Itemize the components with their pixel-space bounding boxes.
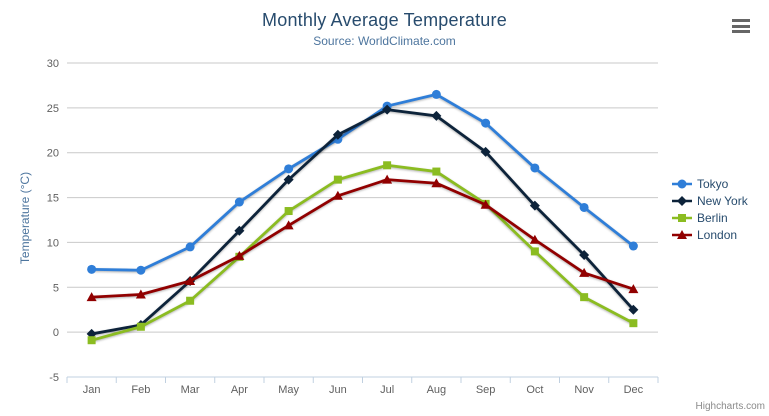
y-axis-title: Temperature (°C) <box>18 171 32 265</box>
series-new-york-marker[interactable] <box>480 146 491 157</box>
series-london-marker[interactable] <box>431 178 442 188</box>
series-london-marker[interactable] <box>579 267 590 277</box>
series-new-york-marker[interactable] <box>579 249 590 260</box>
y-tick-label: 0 <box>53 327 59 339</box>
series-berlin-marker[interactable] <box>432 167 441 176</box>
y-tick-label: -5 <box>49 372 59 384</box>
hamburger-bar <box>732 19 750 22</box>
x-tick-label: Jan <box>83 384 101 396</box>
triangle-legend-icon <box>672 230 692 239</box>
series-london-marker[interactable] <box>234 250 245 260</box>
legend-item-berlin[interactable]: Berlin <box>672 210 748 226</box>
diamond-legend-icon <box>672 196 692 206</box>
series-tokyo-marker[interactable] <box>284 164 294 174</box>
series-tokyo-marker[interactable] <box>185 242 195 252</box>
x-tick-label: Mar <box>181 384 200 396</box>
hamburger-bar <box>732 30 750 33</box>
series-london-marker[interactable] <box>332 190 343 200</box>
series-line-london[interactable] <box>90 178 635 299</box>
x-tick-label: Jul <box>380 384 394 396</box>
series-london-marker[interactable] <box>382 174 393 184</box>
series-new-york-marker[interactable] <box>234 225 245 236</box>
series-tokyo-marker[interactable] <box>234 197 244 207</box>
legend-label: Tokyo <box>697 177 729 191</box>
series-new-york-marker[interactable] <box>332 129 343 140</box>
series-london-marker[interactable] <box>185 276 196 286</box>
series-london-marker[interactable] <box>135 289 146 299</box>
y-tick-label: 30 <box>47 58 59 70</box>
legend-item-new-york[interactable]: New York <box>672 193 748 209</box>
series-tokyo-marker[interactable] <box>579 202 589 212</box>
hamburger-menu-icon[interactable] <box>732 19 750 33</box>
series-new-york-marker[interactable] <box>283 174 294 185</box>
x-tick-label: Jun <box>329 384 347 396</box>
series-line-new-york[interactable] <box>90 108 635 336</box>
x-tick-label: May <box>278 384 299 396</box>
series-line-berlin[interactable] <box>90 163 635 342</box>
series-tokyo-marker[interactable] <box>481 118 491 128</box>
legend-label: London <box>697 228 738 242</box>
chart-subtitle: Source: WorldClimate.com <box>313 34 456 48</box>
series-new-york-marker[interactable] <box>382 104 393 115</box>
x-tick-label: Dec <box>624 384 644 396</box>
series-berlin-marker[interactable] <box>383 161 392 170</box>
series-berlin-marker[interactable] <box>87 336 96 345</box>
series-new-york-marker[interactable] <box>529 200 540 211</box>
x-tick-label: Nov <box>574 384 594 396</box>
circle-legend-icon <box>672 179 692 189</box>
x-tick-label: Feb <box>131 384 150 396</box>
y-tick-label: 15 <box>47 193 59 205</box>
x-tick-label: Aug <box>427 384 447 396</box>
series-tokyo-marker[interactable] <box>136 265 146 275</box>
x-tick-label: Apr <box>231 384 248 396</box>
y-tick-label: 10 <box>47 237 59 249</box>
series-berlin-marker[interactable] <box>580 293 589 302</box>
legend-label: Berlin <box>697 211 728 225</box>
x-tick-label: Sep <box>476 384 496 396</box>
series-berlin-marker[interactable] <box>186 296 195 305</box>
series-tokyo-marker[interactable] <box>530 163 540 173</box>
credits-link[interactable]: Highcharts.com <box>695 401 765 412</box>
series-london-marker[interactable] <box>529 234 540 244</box>
series-new-york-marker[interactable] <box>431 110 442 121</box>
series-london-marker[interactable] <box>86 292 97 302</box>
hamburger-bar <box>732 24 750 28</box>
series-tokyo-marker[interactable] <box>431 89 441 99</box>
legend-item-london[interactable]: London <box>672 227 748 243</box>
legend-item-tokyo[interactable]: Tokyo <box>672 176 748 192</box>
series-london-marker[interactable] <box>283 220 294 230</box>
series-tokyo-marker[interactable] <box>628 241 638 251</box>
series-berlin-marker[interactable] <box>136 322 145 331</box>
y-tick-label: 20 <box>47 148 59 160</box>
series-berlin-marker[interactable] <box>530 247 539 256</box>
series-london-marker[interactable] <box>628 284 639 294</box>
series-tokyo-marker[interactable] <box>87 264 97 274</box>
legend-label: New York <box>697 194 748 208</box>
series-berlin-marker[interactable] <box>629 319 638 328</box>
legend: Tokyo New York Berlin London <box>672 176 748 243</box>
y-tick-label: 5 <box>53 282 59 294</box>
series-berlin-marker[interactable] <box>333 175 342 184</box>
series-berlin-marker[interactable] <box>284 207 293 216</box>
y-tick-label: 25 <box>47 103 59 115</box>
square-legend-icon <box>672 214 692 222</box>
chart-title: Monthly Average Temperature <box>262 10 507 30</box>
series-new-york-marker[interactable] <box>628 304 639 315</box>
series-london-marker[interactable] <box>480 199 491 209</box>
x-tick-label: Oct <box>526 384 543 396</box>
